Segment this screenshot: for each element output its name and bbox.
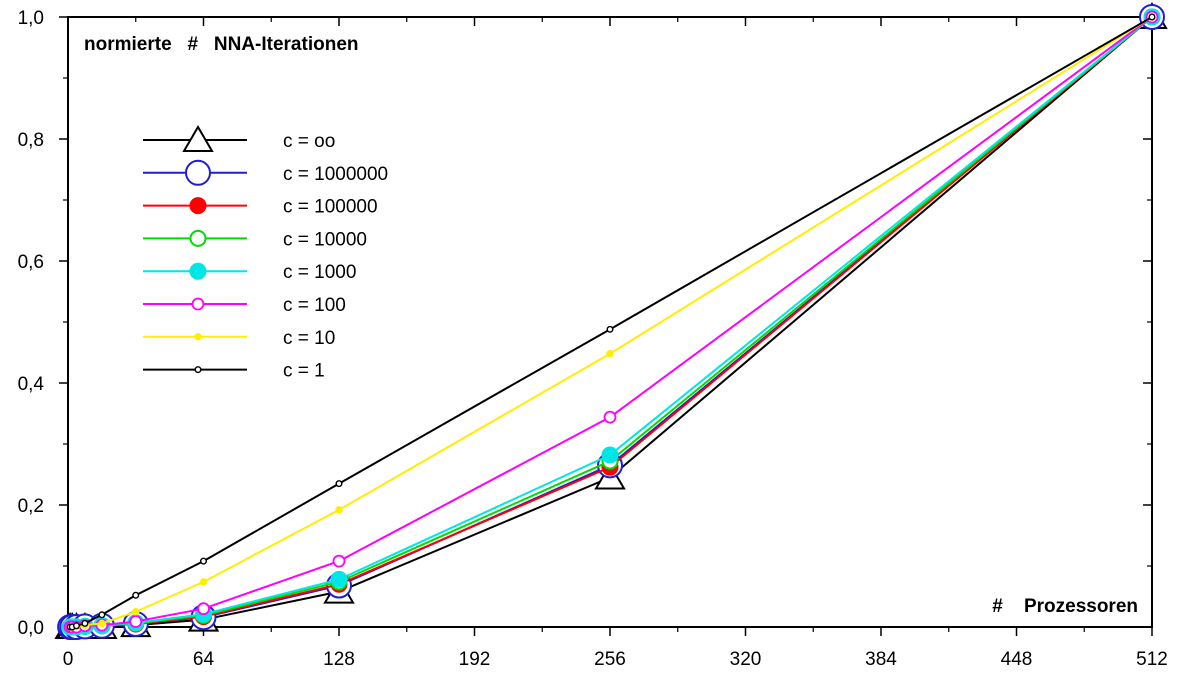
series-7 [66,13,1156,631]
legend-label: c = 1000 [283,262,356,283]
series-layer [54,2,1168,640]
x-tick-label: 64 [193,649,215,670]
y-tick-label: 0,0 [18,618,44,639]
series-line [70,16,1153,628]
series-2 [61,8,1161,636]
data-point [132,591,140,599]
y-tick-label: 0,6 [18,252,44,273]
data-point [606,350,614,358]
series-line [70,16,1153,628]
legend-marker [194,333,202,341]
y-tick-label: 0,2 [18,496,44,517]
legend-item: c = 100000 [143,197,378,218]
x-tick-label: 384 [865,649,897,670]
legend-item: c = 1000000 [143,159,388,186]
legend-label: c = 1000000 [283,164,388,185]
data-point [129,615,143,628]
x-tick-label: 320 [730,649,762,670]
legend-marker [189,197,207,215]
x-axis-ticks: 0 64 128 192 256 320 384 448 512 [63,17,1168,670]
plot-frame [67,16,1153,628]
data-point [98,611,106,619]
legend-item: c = 1000 [143,262,356,283]
legend-item: c = 10 [143,328,335,349]
x-tick-label: 512 [1136,649,1168,670]
data-point [1148,13,1156,21]
series-line [70,16,1153,628]
legend-item: c = 1 [143,361,325,382]
legend-marker [185,159,211,186]
y-axis-ticks: 0,0 0,2 0,4 0,6 0,8 1,0 [18,8,1152,639]
series-5 [63,10,1159,634]
y-tick-label: 0,8 [18,130,44,151]
series-line [70,16,1153,628]
y-tick-label: 1,0 [18,8,44,29]
x-tick-label: 128 [323,649,355,670]
x-tick-label: 256 [594,649,626,670]
data-point [335,480,343,488]
x-tick-label: 448 [1001,649,1033,670]
y-tick-label: 0,4 [18,374,45,395]
x-tick-label: 0 [63,649,74,670]
y-axis-title: normierte # NNA-Iterationen [84,34,359,55]
series-1 [57,4,1165,640]
legend: c = oo c = 1000000 c = 100000 c = 10000 c = … [143,125,388,382]
legend-label: c = 10000 [283,229,367,250]
series-line [70,16,1153,628]
legend-marker [191,297,205,311]
data-point [332,554,346,568]
data-point [98,619,106,628]
legend-marker [189,262,207,280]
data-point [132,608,140,616]
data-point [606,325,614,333]
legend-label: c = 100000 [283,197,378,218]
data-point [197,602,210,616]
series-4 [61,8,1161,636]
series-0 [54,2,1168,639]
data-point [603,410,617,424]
data-point [330,570,348,588]
legend-label: c = oo [283,131,335,152]
series-line [70,16,1153,628]
data-point [601,446,619,464]
series-line [70,16,1153,628]
x-axis-title: # Prozessoren [992,596,1138,617]
series-line [70,16,1153,628]
series-6 [66,13,1156,631]
series-3 [61,8,1161,636]
data-point [335,506,343,514]
legend-label: c = 100 [283,295,346,316]
legend-marker [189,229,207,247]
data-point [81,619,89,627]
legend-item: c = 10000 [143,229,367,250]
legend-item: c = 100 [143,295,346,316]
legend-item: c = oo [143,125,335,152]
data-point [72,622,80,630]
legend-marker [182,125,214,152]
legend-label: c = 10 [283,328,335,349]
data-point [199,557,207,565]
data-point [199,578,208,586]
plot-border [67,16,1153,628]
legend-label: c = 1 [283,361,325,382]
x-tick-label: 192 [459,649,491,670]
legend-marker [194,366,202,374]
